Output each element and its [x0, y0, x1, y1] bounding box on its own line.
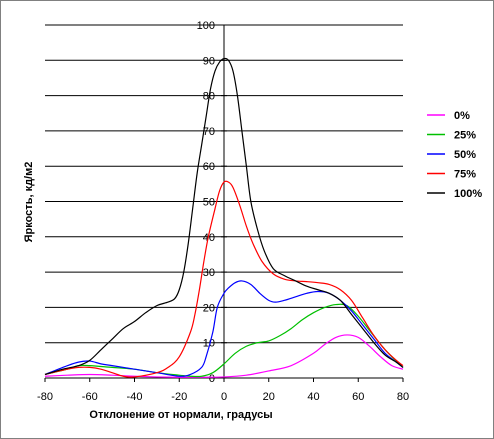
y-tick-label-10: 10 [203, 338, 215, 350]
x-axis-title: Отклонение от нормали, градусы [89, 409, 272, 421]
y-tick-label-70: 70 [203, 126, 215, 138]
y-tick-label-40: 40 [203, 232, 215, 244]
x-tick-label--40: -40 [127, 391, 143, 403]
x-tick-label-20: 20 [263, 391, 275, 403]
x-tick-label-80: 80 [397, 391, 409, 403]
x-tick-label-0: 0 [221, 391, 227, 403]
x-tick-label--80: -80 [37, 391, 53, 403]
series-line-2 [44, 280, 404, 377]
legend-label-4: 100% [454, 188, 482, 200]
series-line-4 [44, 57, 404, 376]
legend-label-1: 25% [454, 130, 476, 142]
x-tick-label-60: 60 [352, 391, 364, 403]
y-tick-label-20: 20 [203, 302, 215, 314]
x-tick-label-40: 40 [307, 391, 319, 403]
series-lines [44, 57, 404, 378]
legend-label-0: 0% [454, 110, 470, 122]
y-tick-label-0: 0 [209, 373, 215, 385]
series-line-1 [44, 303, 404, 378]
legend: 0% 25% 50% 75% 100% [427, 110, 482, 200]
series-line-3 [44, 180, 404, 378]
y-tick-label-60: 60 [203, 161, 215, 173]
tick-labels: -80 -60 -40 -20 0 20 40 60 800102030405060708090… [37, 20, 409, 403]
y-tick-label-100: 100 [197, 20, 215, 32]
y-tick-label-50: 50 [203, 197, 215, 209]
x-tick-label--20: -20 [171, 391, 187, 403]
axes [44, 24, 404, 382]
y-axis-title: Яркость, кд/м2 [23, 162, 35, 243]
y-tick-label-30: 30 [203, 267, 215, 279]
legend-label-2: 50% [454, 149, 476, 161]
x-tick-label--60: -60 [82, 391, 98, 403]
legend-label-3: 75% [454, 169, 476, 181]
y-tick-label-90: 90 [203, 55, 215, 67]
